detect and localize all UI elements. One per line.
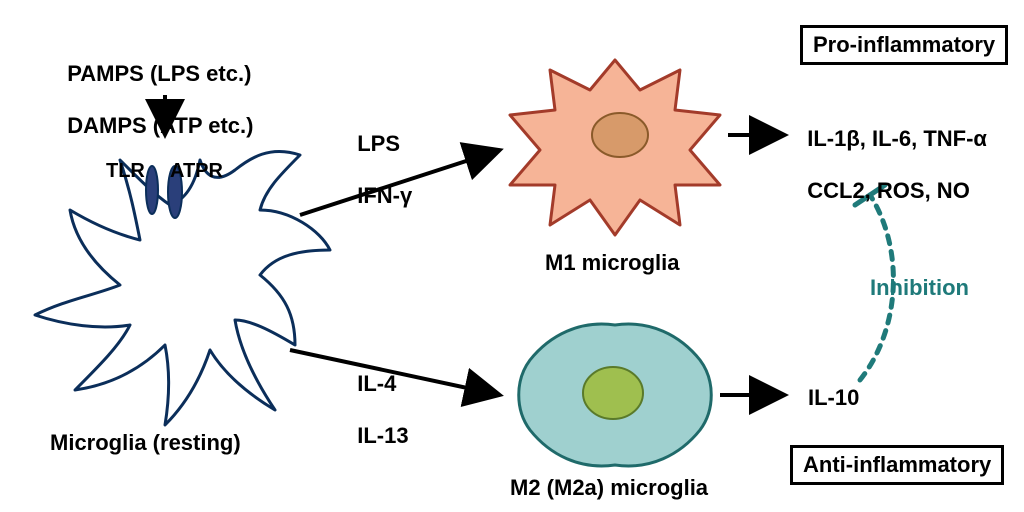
m2-stim-2: IL-13 [357, 423, 408, 448]
m1-stimuli: LPS IFN-γ [345, 105, 412, 209]
m2-stimuli: IL-4 IL-13 [345, 345, 409, 449]
m1-nucleus [592, 113, 648, 157]
pro-out-2: CCL2, ROS, NO [807, 178, 970, 203]
m1-stim-1: LPS [357, 131, 400, 156]
anti-inflammatory-box: Anti-inflammatory [790, 445, 1004, 485]
pro-output: IL-1β, IL-6, TNF-α CCL2, ROS, NO [795, 100, 987, 204]
stimuli-line2: DAMPS (ATP etc.) [67, 113, 253, 138]
inhibition-label: Inhibition [870, 275, 969, 301]
pro-inflammatory-box: Pro-inflammatory [800, 25, 1008, 65]
m1-label: M1 microglia [545, 250, 679, 276]
m2-nucleus [583, 367, 643, 419]
resting-label: Microglia (resting) [50, 430, 241, 456]
m2-label: M2 (M2a) microglia [510, 475, 708, 501]
tlr-label: TLR [106, 160, 145, 183]
stimuli-line1: PAMPS (LPS etc.) [67, 61, 251, 86]
atpr-label: ATPR [170, 160, 223, 183]
anti-output: IL-10 [808, 385, 859, 411]
tlr-receptor-icon [146, 166, 158, 214]
m1-stim-2: IFN-γ [357, 183, 412, 208]
stimuli-text: PAMPS (LPS etc.) DAMPS (ATP etc.) [55, 35, 253, 139]
m2-stim-1: IL-4 [357, 371, 396, 396]
pro-out-1: IL-1β, IL-6, TNF-α [807, 126, 987, 151]
